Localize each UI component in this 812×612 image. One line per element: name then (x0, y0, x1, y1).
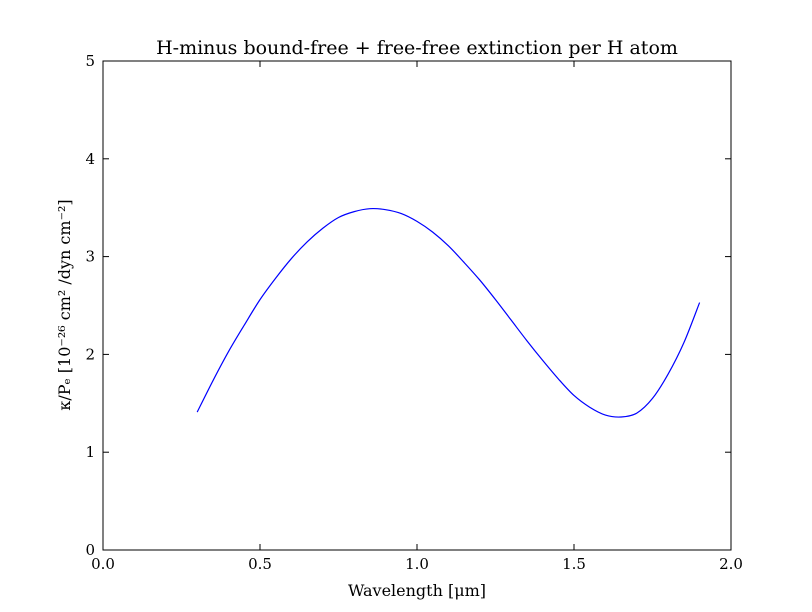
axis-ticks (102, 60, 732, 551)
y-tick-label: 4 (85, 150, 95, 168)
x-axis-label: Wavelength [μm] (348, 581, 486, 600)
x-tick-label: 1.0 (405, 555, 429, 573)
y-tick-label: 2 (85, 345, 95, 363)
plot-area-frame (102, 60, 732, 551)
series-line (196, 207, 701, 418)
x-tick-label: 0.0 (91, 555, 115, 573)
y-tick-label: 1 (85, 443, 95, 461)
x-tick-label: 0.5 (248, 555, 272, 573)
y-tick-label: 3 (85, 248, 95, 266)
y-tick-label: 0 (85, 541, 95, 559)
chart-title: H-minus bound-free + free-free extinctio… (156, 37, 678, 59)
x-tick-label: 1.5 (562, 555, 586, 573)
tick-labels: 0.0 0.5 1.0 1.5 2.0 0 1 2 3 4 5 (85, 52, 742, 573)
x-tick-label: 2.0 (719, 555, 743, 573)
y-tick-label: 5 (85, 52, 95, 70)
y-axis-label: κ/Pₑ [10⁻²⁶ cm² /dyn cm⁻²] (55, 199, 74, 410)
